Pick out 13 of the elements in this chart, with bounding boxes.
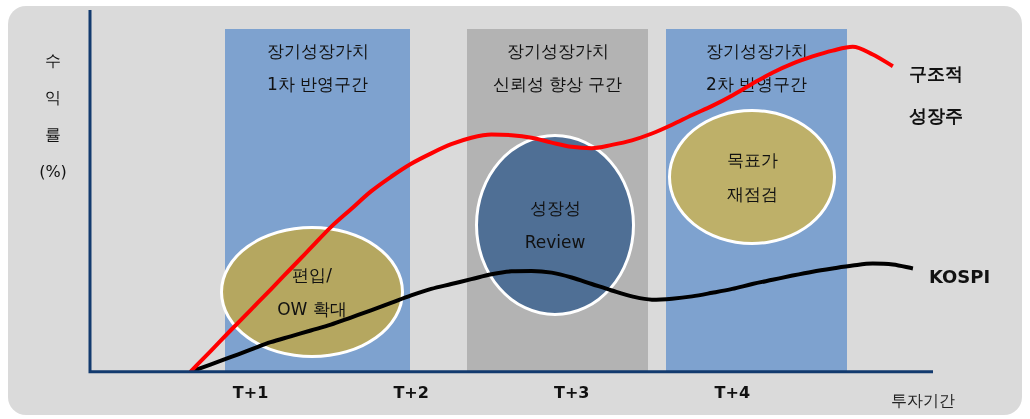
x-tick-label: T+3 bbox=[553, 382, 590, 402]
series-label: KOSPI bbox=[928, 266, 991, 288]
annotation: 장기성장가치 신뢰성 향상 구간 bbox=[491, 40, 624, 96]
y-axis-title: 수익률 (%) bbox=[38, 50, 68, 183]
annotation: 목표가 재점검 bbox=[726, 149, 778, 206]
annotation: 성장성 Review bbox=[524, 197, 586, 254]
series-label: 구조적 성장주 bbox=[908, 62, 963, 126]
annotation: 장기성장가치 1차 반영구간 bbox=[265, 40, 370, 96]
x-tick-label: T+2 bbox=[393, 382, 429, 402]
x-tick-label: T+1 bbox=[232, 382, 269, 402]
x-axis-title: 투자기간 bbox=[891, 390, 955, 410]
annotation: 편입/ OW 확대 bbox=[277, 264, 347, 321]
x-tick-label: T+4 bbox=[714, 382, 751, 402]
